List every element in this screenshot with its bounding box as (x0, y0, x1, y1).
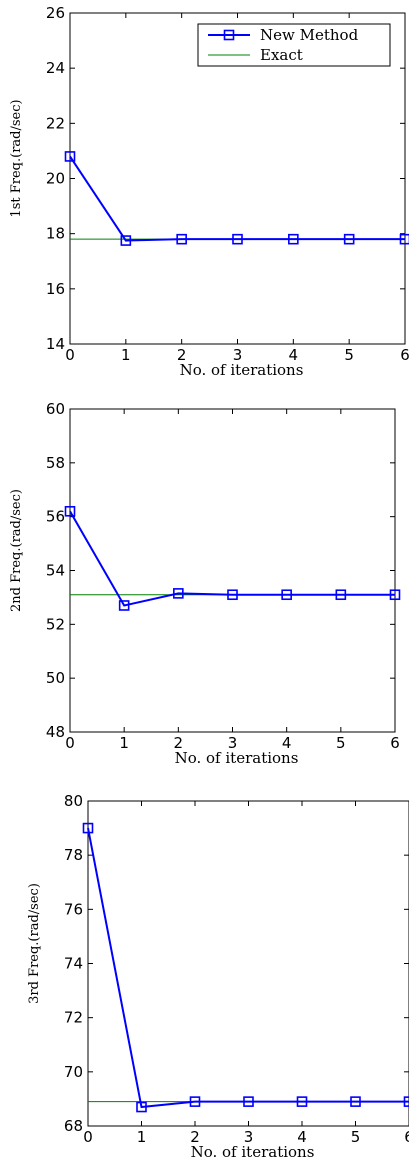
data-point-new-method (350, 1096, 361, 1107)
x-tick-label: 2 (174, 734, 184, 752)
data-point-new-method (82, 822, 94, 834)
x-axis-title: No. of iterations (175, 749, 299, 767)
y-axis-title: 2nd Freq.(rad/sec) (9, 489, 24, 612)
legend-marker (223, 29, 235, 41)
data-point-new-method (118, 600, 130, 611)
plot-frame (69, 408, 396, 733)
y-tick-label: 78 (64, 846, 83, 864)
series-line-new-method (87, 827, 409, 1109)
y-tick-label: 22 (46, 114, 65, 132)
data-point-new-method (399, 233, 409, 245)
x-axis-title: No. of iterations (180, 361, 304, 379)
x-tick-label: 6 (404, 1128, 409, 1146)
y-tick-label: 48 (46, 723, 65, 741)
x-tick-label: 5 (336, 734, 346, 752)
x-tick-label: 4 (282, 734, 292, 752)
y-tick-label: 68 (64, 1117, 83, 1135)
x-tick-label: 2 (190, 1128, 200, 1146)
data-point-new-method (389, 589, 401, 601)
data-point-new-method (173, 588, 184, 599)
y-tick-label: 70 (64, 1063, 83, 1081)
data-point-new-method (403, 1096, 409, 1107)
y-axis-title: 3rd Freq.(rad/sec) (27, 883, 42, 1004)
series-line-new-method (69, 155, 405, 242)
x-tick-label: 0 (65, 346, 75, 364)
data-point-new-method (136, 1101, 147, 1113)
y-tick-label: 14 (46, 335, 65, 353)
x-tick-label: 0 (83, 1128, 93, 1146)
y-tick-label: 20 (46, 170, 65, 188)
x-tick-label: 5 (344, 346, 354, 364)
y-tick-label: 18 (46, 225, 65, 243)
y-axis-title: 1st Freq.(rad/sec) (9, 99, 24, 217)
y-tick-label: 80 (64, 792, 83, 810)
y-tick-label: 50 (46, 669, 65, 687)
data-point-new-method (296, 1096, 308, 1107)
legend-label: Exact (260, 46, 303, 64)
y-tick-label: 74 (64, 955, 83, 973)
y-tick-label: 60 (46, 400, 65, 418)
x-tick-label: 6 (400, 346, 409, 364)
x-tick-label: 0 (65, 734, 75, 752)
y-tick-label: 56 (46, 508, 65, 526)
data-point-new-method (243, 1096, 254, 1107)
legend-label: New Method (260, 26, 359, 44)
data-point-new-method (281, 589, 292, 601)
x-tick-label: 3 (233, 346, 243, 364)
y-tick-label: 24 (46, 59, 65, 77)
x-tick-label: 1 (119, 734, 129, 752)
data-point-new-method (64, 151, 76, 162)
data-point-new-method (189, 1096, 201, 1107)
chart-panel-1: 0 1 2 3 4 5 6 14 16 18 20 22 24 26 No. of iterations 1s… (9, 4, 409, 379)
data-point-new-method (343, 233, 355, 245)
x-tick-label: 4 (297, 1128, 307, 1146)
x-tick-label: 1 (121, 346, 131, 364)
x-tick-label: 3 (244, 1128, 254, 1146)
x-tick-label: 1 (137, 1128, 147, 1146)
y-tick-label: 52 (46, 615, 65, 633)
x-tick-label: 5 (351, 1128, 361, 1146)
series-line-new-method (69, 510, 395, 607)
legend: New Method Exact (197, 23, 391, 67)
chart-panel-3: 0 1 2 3 4 5 6 68 70 72 74 76 78 80 No. of iterations 3r… (27, 792, 409, 1161)
x-axis-title: No. of iterations (191, 1143, 315, 1161)
x-tick-label: 2 (177, 346, 187, 364)
x-tick-label: 6 (390, 734, 400, 752)
data-point-new-method (64, 505, 76, 517)
y-tick-label: 76 (64, 900, 83, 918)
data-point-new-method (176, 233, 187, 245)
y-tick-label: 16 (46, 280, 65, 298)
data-point-new-method (288, 233, 299, 245)
x-tick-label: 4 (289, 346, 299, 364)
data-point-new-method (232, 233, 243, 245)
data-point-new-method (120, 235, 132, 246)
y-tick-label: 72 (64, 1009, 83, 1027)
data-point-new-method (227, 589, 238, 601)
y-tick-label: 54 (46, 562, 65, 580)
x-tick-label: 3 (228, 734, 238, 752)
data-point-new-method (335, 589, 347, 601)
y-tick-label: 58 (46, 454, 65, 472)
y-tick-label: 26 (46, 4, 65, 22)
